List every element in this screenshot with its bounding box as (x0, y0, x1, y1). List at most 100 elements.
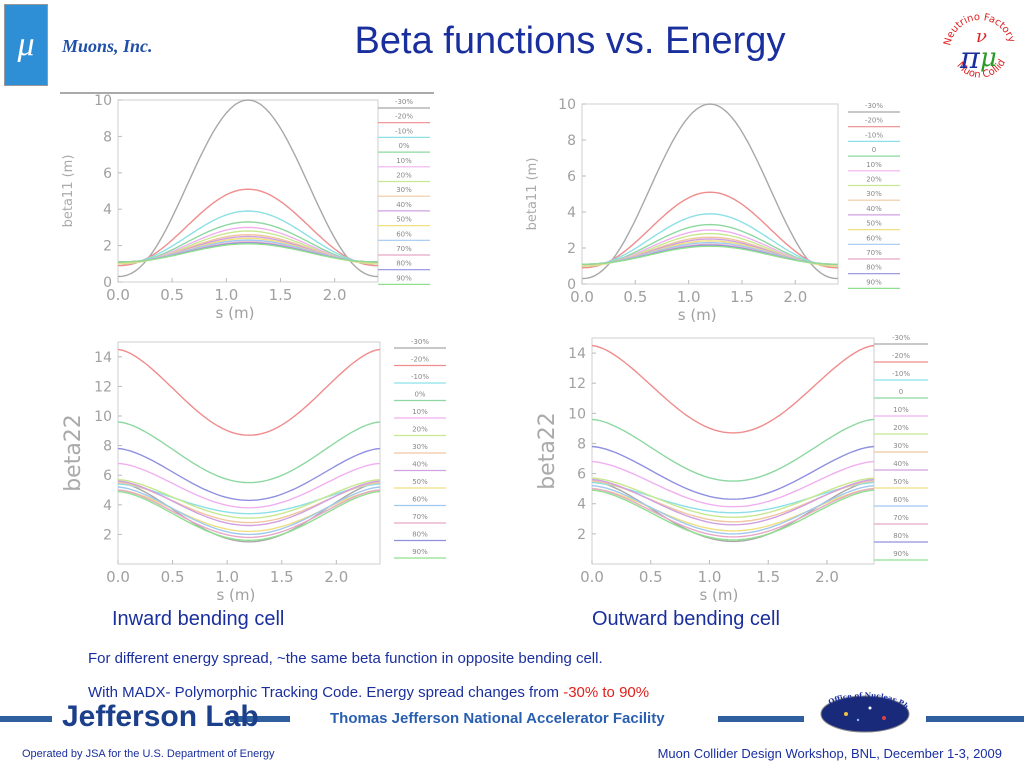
legend-label: 60% (866, 234, 882, 242)
legend-label: -20% (395, 113, 413, 121)
facility-name: Thomas Jefferson National Accelerator Fa… (330, 710, 665, 727)
series-line-minus30pct (591, 480, 875, 543)
x-tick-label: 1.0 (214, 286, 238, 304)
series-line-80pct (117, 447, 381, 502)
note-madx: With MADX- Polymorphic Tracking Code. En… (88, 684, 649, 701)
series-line-60pct (591, 485, 875, 535)
legend-label: 60% (412, 496, 428, 504)
x-axis-label: s (m) (678, 306, 717, 324)
legend-label: -10% (892, 370, 910, 378)
x-tick-label: 1.0 (215, 568, 239, 586)
header-rule (60, 92, 434, 94)
legend-label: -20% (892, 352, 910, 360)
legend-label: 20% (412, 426, 428, 434)
chart-inward-beta22: 2 4 6 8 10 12 14 0.0 0.5 1.0 1.5 2.0 s (m) beta22 -30%… (61, 338, 446, 604)
legend-label: 50% (866, 220, 882, 228)
legend-label: 20% (893, 424, 909, 432)
legend-label: 10% (893, 406, 909, 414)
plot-frame (117, 341, 381, 565)
legend-label: 70% (412, 513, 428, 521)
x-tick-label: 0.5 (160, 286, 184, 304)
x-tick-label: 1.5 (269, 286, 293, 304)
x-tick-label: 1.5 (730, 288, 754, 306)
legend-label: 30% (866, 190, 882, 198)
chart-inward-beta11: 0 2 4 6 8 10 0.0 0.5 1.0 1.5 2.0 s (m) beta11 (m) -30… (61, 93, 430, 322)
y-tick-label: 14 (94, 350, 112, 366)
neutrino-factory-logo: Neutrino Factory Muon Collider π μ ν (940, 4, 1017, 81)
y-axis-label: beta22 (61, 414, 86, 492)
note-madx-prefix: With MADX- Polymorphic Tracking Code. En… (88, 684, 564, 701)
footer-bar-mid2 (718, 716, 804, 722)
series-line-minus30pct (117, 99, 379, 278)
x-tick-label: 1.5 (270, 568, 294, 586)
x-tick-label: 0.5 (639, 568, 663, 586)
x-tick-label: 0.0 (570, 288, 594, 306)
legend-label: 0% (398, 142, 409, 150)
series-line-minus10pct (117, 483, 381, 515)
chart-outward-beta22: 2 4 6 8 10 12 14 0.0 0.5 1.0 1.5 2.0 s (m) beta22 -30%… (535, 334, 928, 604)
series-line-minus20pct (591, 344, 875, 434)
y-tick-label: 2 (567, 241, 576, 257)
y-tick-label: 0 (103, 275, 112, 291)
y-tick-label: 10 (94, 93, 112, 109)
caption-outward: Outward bending cell (592, 608, 780, 630)
mu-symbol: μ (17, 26, 35, 63)
x-tick-label: 0.0 (580, 568, 604, 586)
series-line-90pct (117, 490, 381, 542)
legend-label: 40% (893, 460, 909, 468)
series-line-60pct (117, 486, 381, 536)
series-line-80pct (591, 445, 875, 500)
y-tick-label: 0 (567, 277, 576, 293)
legend-label: -20% (865, 117, 883, 125)
legend-label: 70% (866, 249, 882, 257)
y-tick-label: 12 (568, 376, 586, 392)
series-line-30pct (591, 480, 875, 523)
footer-bar-mid (230, 716, 290, 722)
svg-text:ν: ν (976, 26, 987, 47)
legend-label: 80% (412, 531, 428, 539)
series-line-30pct (117, 481, 381, 524)
x-tick-label: 2.0 (783, 288, 807, 306)
series-line-40pct (117, 480, 381, 527)
y-tick-label: 8 (577, 436, 586, 452)
legend-label: 0 (899, 388, 903, 396)
y-tick-label: 8 (103, 129, 112, 145)
legend-label: -10% (395, 127, 413, 135)
series-line-20pct (117, 478, 381, 519)
x-tick-label: 2.0 (324, 568, 348, 586)
series-line-10pct (591, 460, 875, 508)
jefferson-lab-logo: Jefferson Lab (62, 700, 259, 733)
legend-label: 70% (893, 514, 909, 522)
series-line-minus30pct (117, 481, 381, 543)
x-tick-label: 0.0 (106, 286, 130, 304)
x-tick-label: 1.0 (698, 568, 722, 586)
y-tick-label: 8 (567, 133, 576, 149)
y-tick-label: 4 (103, 202, 112, 218)
legend-label: 40% (866, 205, 882, 213)
y-axis-label: beta22 (535, 412, 560, 490)
legend-label: 90% (396, 274, 412, 282)
y-tick-label: 10 (558, 97, 576, 113)
x-tick-label: 2.0 (815, 568, 839, 586)
y-tick-label: 6 (567, 169, 576, 185)
legend-label: 0% (414, 391, 425, 399)
series-line-minus10pct (591, 481, 875, 514)
legend-label: 0 (872, 146, 876, 154)
y-tick-label: 10 (568, 406, 586, 422)
legend-label: 90% (866, 278, 882, 286)
series-line-minus30pct (581, 103, 839, 280)
footer-bar-left (0, 716, 52, 722)
series-line-minus10pct (117, 210, 379, 265)
legend-label: -10% (865, 131, 883, 139)
footer-workshop: Muon Collider Design Workshop, BNL, Dece… (657, 746, 1002, 761)
legend-label: -30% (865, 102, 883, 110)
series-line-20pct (591, 477, 875, 519)
series-line-0pct (117, 421, 381, 484)
series-line-10pct (117, 226, 379, 265)
series-line-70pct (591, 488, 875, 538)
x-axis-label: s (m) (216, 586, 255, 604)
series-line-50pct (117, 489, 381, 533)
y-tick-label: 12 (94, 379, 112, 395)
y-tick-label: 14 (568, 346, 586, 362)
legend-label: 90% (893, 550, 909, 558)
